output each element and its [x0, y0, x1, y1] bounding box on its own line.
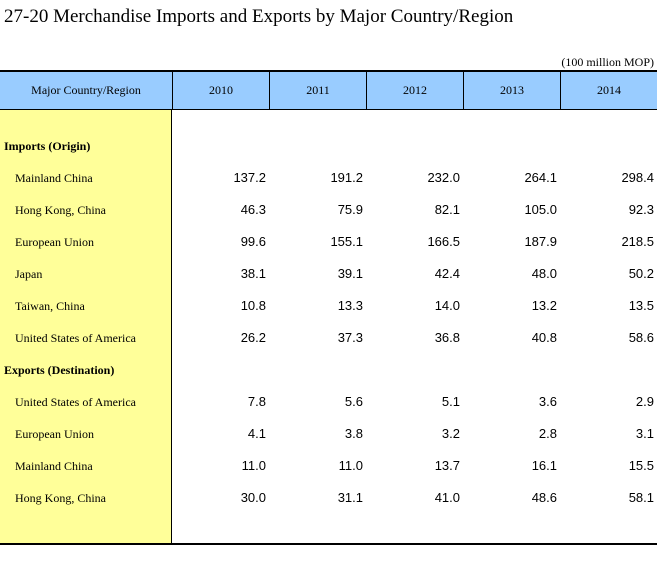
cell-2012: 82.1: [434, 202, 460, 217]
cell-2013: 48.6: [531, 490, 557, 505]
cell-2012: 3.2: [441, 426, 460, 441]
table-row: European Union 4.1 3.8 3.2 2.8 3.1: [0, 418, 657, 450]
cell-2014: 298.4: [621, 170, 654, 185]
cell-2012: 232.0: [427, 170, 460, 185]
cell-2012: 13.7: [434, 458, 460, 473]
cell-2013: 40.8: [531, 330, 557, 345]
cell-2014: 3.1: [635, 426, 654, 441]
row-label: European Union: [15, 427, 94, 441]
table-row: United States of America 7.8 5.6 5.1 3.6…: [0, 386, 657, 418]
table-bottom-rule: [0, 543, 657, 545]
table-top-rule: [0, 70, 657, 72]
cell-2013: 2.8: [538, 426, 557, 441]
cell-2013: 13.2: [531, 298, 557, 313]
cell-2013: 48.0: [531, 266, 557, 281]
label-column-background: [0, 110, 172, 543]
cell-2010: 99.6: [240, 234, 266, 249]
row-label: Taiwan, China: [15, 299, 85, 313]
table-row: Mainland China 137.2 191.2 232.0 264.1 2…: [0, 162, 657, 194]
cell-2010: 4.1: [247, 426, 266, 441]
cell-2010: 38.1: [240, 266, 266, 281]
cell-2011: 39.1: [337, 266, 363, 281]
header-year-2012: 2012: [366, 72, 463, 109]
cell-2013: 264.1: [524, 170, 557, 185]
header-year-2010: 2010: [172, 72, 269, 109]
cell-2014: 2.9: [635, 394, 654, 409]
table-row: Japan 38.1 39.1 42.4 48.0 50.2: [0, 258, 657, 290]
row-label: European Union: [15, 235, 94, 249]
section-heading-exports: Exports (Destination): [4, 363, 115, 377]
row-label: United States of America: [15, 331, 136, 345]
cell-2011: 3.8: [344, 426, 363, 441]
cell-2014: 50.2: [628, 266, 654, 281]
row-label: Japan: [15, 267, 43, 281]
unit-label: (100 million MOP): [561, 55, 654, 69]
table-row: Taiwan, China 10.8 13.3 14.0 13.2 13.5: [0, 290, 657, 322]
row-label: Hong Kong, China: [15, 203, 106, 217]
cell-2010: 26.2: [240, 330, 266, 345]
header-country-region: Major Country/Region: [31, 83, 141, 97]
section-heading-imports: Imports (Origin): [4, 139, 91, 153]
row-label: Mainland China: [15, 171, 93, 185]
cell-2012: 166.5: [427, 234, 460, 249]
cell-2010: 11.0: [241, 458, 266, 473]
cell-2011: 5.6: [344, 394, 363, 409]
cell-2010: 137.2: [233, 170, 266, 185]
cell-2012: 36.8: [434, 330, 460, 345]
cell-2011: 191.2: [330, 170, 363, 185]
header-year-2013: 2013: [463, 72, 560, 109]
cell-2014: 218.5: [621, 234, 654, 249]
page-title: 27-20 Merchandise Imports and Exports by…: [4, 6, 514, 27]
section-row-exports: Exports (Destination): [0, 354, 657, 386]
table-header: Major Country/Region 2010 2011 2012 2013…: [0, 72, 657, 110]
cell-2010: 46.3: [240, 202, 266, 217]
cell-2014: 58.6: [628, 330, 654, 345]
cell-2011: 155.1: [330, 234, 363, 249]
table-row: United States of America 26.2 37.3 36.8 …: [0, 322, 657, 354]
header-year-2014: 2014: [560, 72, 657, 109]
cell-2011: 37.3: [337, 330, 363, 345]
header-year-2011: 2011: [269, 72, 366, 109]
cell-2013: 187.9: [524, 234, 557, 249]
cell-2014: 15.5: [628, 458, 654, 473]
cell-2013: 16.1: [531, 458, 557, 473]
table-row: Mainland China 11.0 11.0 13.7 16.1 15.5: [0, 450, 657, 482]
row-label: United States of America: [15, 395, 136, 409]
cell-2010: 10.8: [240, 298, 266, 313]
row-label: Hong Kong, China: [15, 491, 106, 505]
table-row: Hong Kong, China 46.3 75.9 82.1 105.0 92…: [0, 194, 657, 226]
cell-2012: 14.0: [434, 298, 460, 313]
cell-2012: 42.4: [434, 266, 460, 281]
cell-2011: 31.1: [337, 490, 363, 505]
cell-2011: 75.9: [337, 202, 363, 217]
cell-2014: 58.1: [628, 490, 654, 505]
cell-2013: 3.6: [538, 394, 557, 409]
section-row-imports: Imports (Origin): [0, 130, 657, 162]
cell-2011: 13.3: [337, 298, 363, 313]
cell-2013: 105.0: [524, 202, 557, 217]
cell-2012: 41.0: [434, 490, 460, 505]
cell-2010: 7.8: [247, 394, 266, 409]
table-row: European Union 99.6 155.1 166.5 187.9 21…: [0, 226, 657, 258]
cell-2014: 13.5: [628, 298, 654, 313]
cell-2012: 5.1: [441, 394, 460, 409]
cell-2014: 92.3: [628, 202, 654, 217]
cell-2010: 30.0: [240, 490, 266, 505]
table-row: Hong Kong, China 30.0 31.1 41.0 48.6 58.…: [0, 482, 657, 514]
row-label: Mainland China: [15, 459, 93, 473]
cell-2011: 11.0: [338, 458, 363, 473]
